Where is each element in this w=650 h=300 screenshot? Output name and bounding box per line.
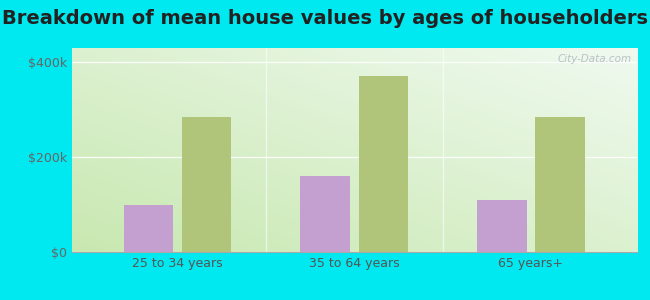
Bar (477, 200, 526, 252)
Bar (536, 117, 585, 252)
Text: Breakdown of mean house values by ages of householders: Breakdown of mean house values by ages o… (2, 9, 648, 28)
Bar (300, 176, 350, 252)
Bar (182, 117, 231, 252)
Text: City-Data.com: City-Data.com (557, 54, 631, 64)
Bar (359, 76, 408, 252)
Bar (124, 205, 173, 252)
